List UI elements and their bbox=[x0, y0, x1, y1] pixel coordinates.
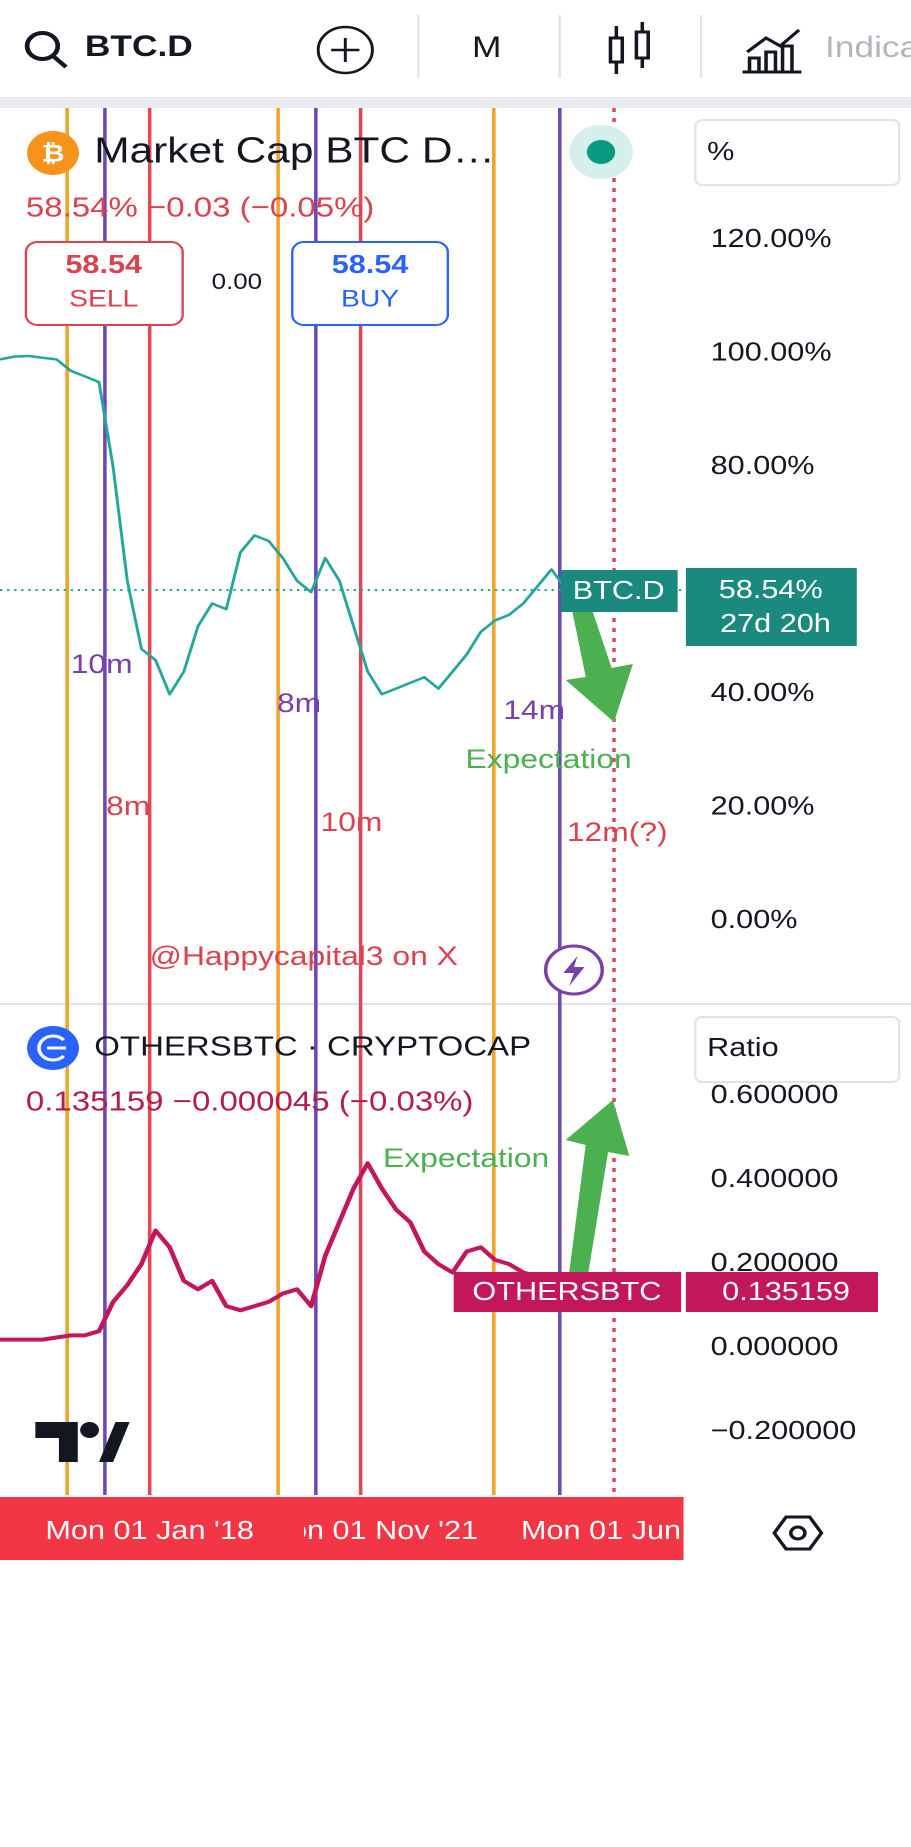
interval[interactable]: M bbox=[472, 29, 501, 63]
legend-2: OTHERSBTC · CRYPTOCAP 0.135159 −0.000045… bbox=[26, 1026, 531, 1117]
indicators[interactable]: Indicators bbox=[825, 29, 911, 63]
time-label: Mon 01 Jun bbox=[521, 1516, 681, 1545]
divider bbox=[0, 97, 911, 108]
annotation: 10m bbox=[321, 807, 383, 837]
last-label-bg bbox=[560, 570, 678, 612]
last-label-bg bbox=[453, 1272, 682, 1312]
plot-layer bbox=[0, 354, 568, 1342]
overlay-layer: 120.00% 100.00% 80.00% 40.00% 20.00% 0.00% 0.6… bbox=[71, 224, 879, 1445]
y-tick-label: 40.00% bbox=[711, 678, 815, 707]
legend-title[interactable]: Market Cap BTC D… bbox=[94, 130, 495, 170]
last-label: OTHERSBTC bbox=[472, 1277, 661, 1306]
flash-glyph bbox=[563, 956, 585, 986]
scale-mode[interactable]: % bbox=[707, 137, 734, 166]
indicators-icon[interactable] bbox=[742, 28, 802, 74]
annotation: 14m bbox=[503, 695, 565, 725]
y-tick-label: 100.00% bbox=[711, 338, 832, 367]
y-tick-label: 0.000000 bbox=[711, 1332, 839, 1361]
time-axis-bg bbox=[0, 1497, 684, 1560]
annotation: 8m bbox=[106, 791, 150, 821]
scale-mode-box[interactable] bbox=[694, 119, 901, 186]
legend-1: ₿ Market Cap BTC D… 58.54% −0.03 (−0.05%… bbox=[24, 125, 633, 326]
last-value-bg bbox=[685, 1272, 879, 1312]
others-icon-glyph bbox=[37, 1034, 66, 1062]
annotation: 12m(?) bbox=[567, 817, 668, 847]
last-value: 0.135159 bbox=[722, 1277, 850, 1306]
time-label: Mon 01 Jan '18 bbox=[45, 1516, 254, 1545]
btc-icon bbox=[27, 131, 79, 175]
last-value-bg bbox=[685, 568, 857, 646]
symbol[interactable]: BTC.D bbox=[85, 28, 193, 62]
toolbar-bg bbox=[0, 0, 911, 97]
annotation: 10m bbox=[71, 649, 133, 679]
chart-type-icon[interactable] bbox=[608, 22, 650, 74]
y-tick-label: 0.400000 bbox=[711, 1164, 839, 1193]
time-label: Mon 01 Nov '21 bbox=[264, 1516, 478, 1545]
status-dot bbox=[586, 140, 616, 164]
search-icon[interactable] bbox=[24, 31, 68, 69]
legend-values: 58.54% −0.03 (−0.05%) bbox=[26, 192, 374, 223]
y-tick-label: 80.00% bbox=[711, 451, 815, 480]
add-symbol[interactable] bbox=[316, 25, 374, 75]
annotation: @Happycapital3 on X bbox=[150, 941, 459, 971]
y-tick-label: 20.00% bbox=[711, 792, 815, 821]
y-tick-label: 0.00% bbox=[711, 905, 798, 934]
buy-button[interactable] bbox=[291, 241, 450, 326]
countdown: 27d 20h bbox=[720, 609, 831, 638]
time-axis: Mon 01 Jan '18 Mon 01 Nov '21 Mon 01 Jun bbox=[45, 1516, 681, 1545]
legend-values: 0.135159 −0.000045 (−0.03%) bbox=[26, 1086, 474, 1117]
y-tick-label: −0.200000 bbox=[711, 1416, 857, 1445]
arrow-down bbox=[565, 598, 633, 722]
settings-icon[interactable] bbox=[772, 1515, 824, 1551]
last-value: 58.54% bbox=[719, 575, 823, 604]
series-line bbox=[0, 1161, 568, 1342]
last-label: BTC.D bbox=[573, 576, 665, 605]
sell-price: 58.54 bbox=[65, 250, 142, 279]
spread: 0.00 bbox=[212, 270, 262, 295]
scale-mode-box[interactable] bbox=[694, 1016, 901, 1083]
annotation: 8m bbox=[277, 688, 321, 718]
buy-label: BUY bbox=[341, 284, 399, 311]
sell-button[interactable] bbox=[24, 241, 184, 326]
buy-price: 58.54 bbox=[332, 250, 409, 279]
annotation: Expectation bbox=[466, 744, 632, 774]
btc-icon-glyph: ₿ bbox=[42, 139, 65, 166]
vertical-lines bbox=[65, 108, 616, 1495]
y-tick-label: 0.600000 bbox=[711, 1080, 839, 1109]
y-tick-label: 120.00% bbox=[711, 224, 832, 253]
arrow-up bbox=[565, 1100, 630, 1274]
series-line bbox=[0, 354, 567, 696]
annotation: Expectation bbox=[383, 1143, 549, 1173]
sell-label: SELL bbox=[69, 284, 138, 311]
toolbar: BTC.D M Indicators bbox=[0, 0, 911, 97]
legend-title[interactable]: OTHERSBTC · CRYPTOCAP bbox=[94, 1031, 531, 1062]
tv-logo bbox=[35, 1422, 130, 1462]
scale-mode[interactable]: Ratio bbox=[707, 1033, 779, 1062]
